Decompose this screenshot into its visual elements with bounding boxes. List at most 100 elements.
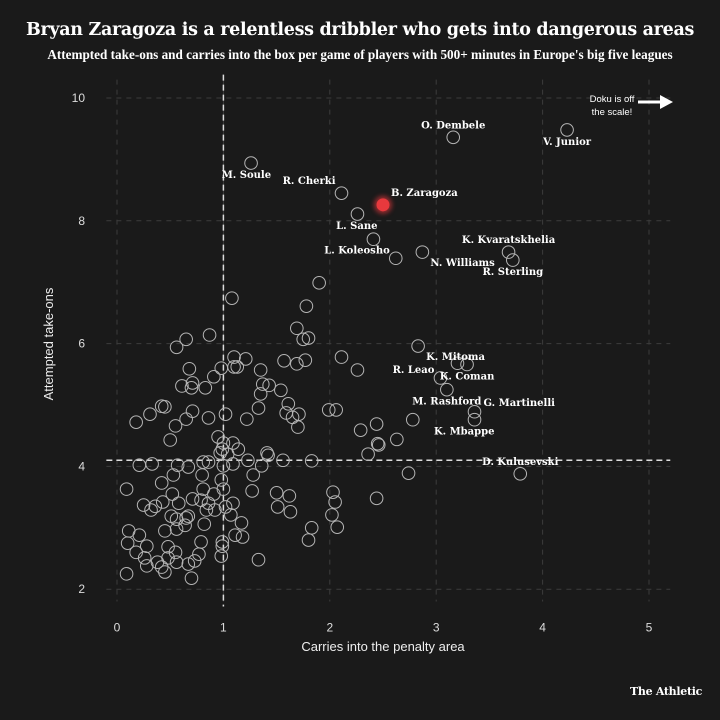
player-point: [240, 412, 254, 426]
player-point: [194, 493, 208, 507]
player-point: [196, 455, 210, 469]
labeled-player-point: [467, 404, 482, 419]
labeled-player-point: [415, 245, 430, 259]
player-point: [185, 376, 200, 390]
player-point: [218, 500, 233, 514]
player-label: O. Dembele: [421, 120, 485, 131]
player-point: [161, 540, 175, 554]
player-point: [143, 407, 157, 422]
player-point: [334, 350, 349, 364]
player-point: [137, 551, 152, 565]
player-point: [226, 496, 240, 511]
player-point: [224, 508, 238, 522]
player-point: [181, 557, 196, 571]
player-point: [234, 516, 249, 530]
player-label: D. Kulusevski: [482, 457, 558, 468]
player-point: [353, 423, 368, 437]
player-point: [262, 378, 276, 393]
labeled-player-point: [467, 412, 482, 427]
player-point: [390, 432, 404, 447]
axis-ticks: 0 1 2 3 4 5 2 4 6 8 10: [72, 91, 653, 634]
player-label: K. Mbappe: [434, 427, 495, 438]
player-point: [166, 468, 181, 482]
player-point: [139, 559, 154, 573]
player-point: [208, 503, 222, 517]
player-point: [283, 505, 298, 519]
player-point: [169, 340, 184, 355]
labeled-player-point: [334, 186, 349, 200]
player-point: [290, 357, 304, 371]
player-point: [213, 446, 228, 460]
player-point: [179, 412, 193, 426]
player-label: M. Rashford: [412, 397, 481, 408]
player-point: [214, 361, 229, 375]
player-point: [170, 458, 185, 472]
player-point: [145, 457, 159, 471]
player-label: G. Martinelli: [484, 398, 556, 409]
labeled-player-point: [433, 371, 448, 385]
player-point: [227, 360, 241, 374]
player-point: [228, 528, 242, 542]
player-point: [291, 420, 305, 434]
player-label: R. Leao: [393, 365, 435, 376]
player-point: [132, 528, 147, 542]
player-point: [227, 350, 241, 364]
player-point: [214, 473, 229, 487]
player-point: [187, 554, 202, 568]
player-point: [329, 403, 343, 417]
player-point: [198, 381, 213, 395]
player-point: [179, 511, 193, 525]
player-point: [274, 383, 288, 398]
player-point: [119, 567, 134, 581]
player-point: [301, 331, 316, 345]
player-point: [330, 520, 345, 534]
player-point: [299, 299, 314, 313]
player-point: [201, 496, 216, 511]
player-point: [169, 555, 184, 569]
player-point: [366, 232, 381, 247]
player-point: [370, 436, 385, 451]
player-point: [181, 509, 196, 523]
player-point: [253, 363, 268, 377]
player-point: [296, 332, 311, 347]
player-point: [246, 468, 260, 482]
annotation-line-1: Doku is off: [590, 94, 635, 105]
player-point: [450, 356, 465, 371]
player-point: [304, 454, 319, 468]
labeled-player-point: [411, 339, 425, 353]
player-point: [270, 500, 285, 514]
player-point: [282, 489, 297, 503]
player-point: [168, 419, 183, 433]
player-point: [225, 291, 239, 305]
y-axis-title: Attempted take-ons: [41, 287, 56, 400]
player-label: K. Kvaratskhelia: [462, 235, 556, 246]
player-point: [255, 377, 270, 391]
player-point: [312, 276, 326, 290]
player-label: V. Junior: [542, 137, 592, 148]
labeled-player-point: [501, 245, 516, 259]
player-point: [197, 517, 212, 531]
player-point: [168, 545, 183, 560]
player-point: [405, 412, 420, 427]
arrow-right-icon: [638, 95, 673, 109]
player-point: [226, 457, 240, 471]
labeled-player-point: [388, 251, 403, 266]
player-point: [178, 518, 192, 533]
player-point: [171, 496, 186, 511]
player-point: [184, 571, 199, 585]
player-point: [269, 486, 284, 500]
y-tick-label: 4: [78, 459, 85, 473]
player-point: [119, 482, 134, 496]
player-point: [245, 484, 259, 498]
player-point: [304, 521, 319, 535]
x-axis-title: Carries into the penalty area: [301, 639, 465, 654]
player-point: [230, 360, 245, 374]
player-label: L. Koleosho: [324, 245, 390, 256]
player-point: [136, 498, 151, 512]
mean-lines: [106, 74, 671, 607]
player-point: [238, 352, 253, 366]
player-point: [326, 485, 340, 499]
x-tick-label: 0: [114, 620, 121, 634]
labeled-player-point: [244, 156, 258, 170]
